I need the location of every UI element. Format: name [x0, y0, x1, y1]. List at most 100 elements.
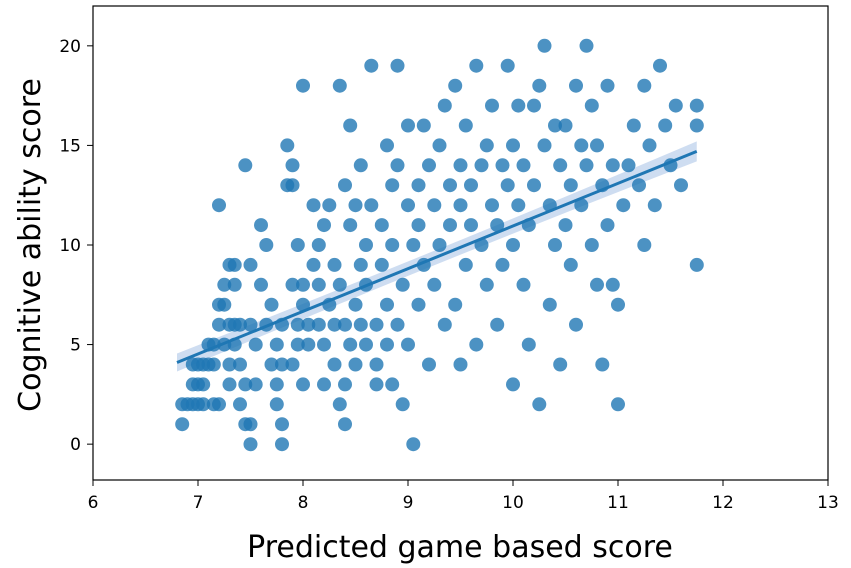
data-point [490, 218, 505, 233]
data-point [427, 277, 442, 292]
data-point [437, 317, 452, 332]
data-point [401, 118, 415, 133]
data-point [458, 118, 473, 133]
data-point [569, 78, 583, 93]
data-point [506, 377, 520, 392]
data-point [385, 178, 400, 193]
data-point [411, 178, 426, 193]
data-point [243, 437, 258, 452]
data-point [301, 337, 316, 352]
data-point [264, 297, 279, 312]
data-point [689, 257, 704, 272]
data-point [605, 158, 620, 173]
data-point [380, 138, 394, 153]
data-point [532, 78, 547, 93]
data-point [542, 297, 557, 312]
data-point [296, 377, 310, 392]
data-point [390, 158, 405, 173]
regression-line-segment [176, 149, 698, 364]
data-point [380, 297, 394, 312]
data-point [611, 397, 625, 412]
data-point [243, 257, 258, 272]
data-point [574, 138, 589, 153]
data-point [217, 297, 232, 312]
data-point [637, 78, 652, 93]
data-point [296, 277, 310, 292]
data-point [311, 317, 326, 332]
data-point [653, 58, 667, 73]
data-point [196, 377, 211, 392]
data-point [668, 98, 683, 113]
data-point [233, 397, 247, 412]
data-point [500, 178, 515, 193]
data-point [348, 297, 363, 312]
data-point [632, 178, 646, 193]
data-point [222, 377, 237, 392]
y-axis-label: Cognitive ability score [13, 78, 48, 412]
data-point [343, 337, 358, 352]
data-point [259, 238, 274, 252]
data-point [590, 138, 604, 153]
data-point [348, 357, 363, 372]
data-point [327, 317, 342, 332]
data-point [359, 238, 373, 252]
data-point [574, 198, 589, 213]
data-point [595, 357, 610, 372]
data-point [464, 178, 478, 193]
data-point [411, 218, 426, 233]
data-point [243, 417, 258, 432]
data-point [432, 138, 447, 153]
data-point [212, 397, 226, 412]
data-point [296, 297, 310, 312]
data-point [212, 198, 226, 213]
data-point [548, 238, 562, 252]
data-point [495, 257, 510, 272]
data-point [401, 337, 415, 352]
data-point [243, 317, 258, 332]
data-point [248, 377, 263, 392]
data-point [558, 218, 573, 233]
data-point [689, 98, 704, 113]
data-point [348, 198, 363, 213]
data-point [306, 198, 321, 213]
data-point [479, 277, 494, 292]
data-point [311, 238, 326, 252]
data-point [359, 337, 373, 352]
data-point [558, 118, 573, 133]
data-point [290, 238, 305, 252]
x-tick-label: 10 [502, 493, 524, 513]
data-point [222, 357, 237, 372]
x-tick-label: 12 [712, 493, 734, 513]
data-point [611, 297, 625, 312]
data-point [285, 178, 300, 193]
data-point [689, 118, 704, 133]
data-point [516, 158, 531, 173]
data-point [532, 397, 547, 412]
data-point [317, 218, 331, 233]
data-point [553, 158, 568, 173]
data-point [233, 357, 247, 372]
data-point [338, 178, 352, 193]
data-point [332, 397, 347, 412]
data-point [343, 218, 358, 233]
data-point [306, 257, 321, 272]
data-point [364, 58, 379, 73]
data-point [406, 238, 421, 252]
data-point [227, 277, 242, 292]
data-point [285, 158, 300, 173]
data-point [569, 317, 583, 332]
data-point [516, 277, 531, 292]
data-point [537, 138, 552, 153]
data-point [275, 437, 289, 452]
data-point [338, 317, 352, 332]
data-point [453, 158, 468, 173]
data-point [443, 218, 457, 233]
data-point [621, 158, 636, 173]
data-point [290, 337, 305, 352]
data-point [527, 178, 541, 193]
data-point [600, 78, 615, 93]
data-point [474, 158, 489, 173]
data-point [453, 198, 468, 213]
data-point [584, 98, 599, 113]
data-point [511, 98, 526, 113]
